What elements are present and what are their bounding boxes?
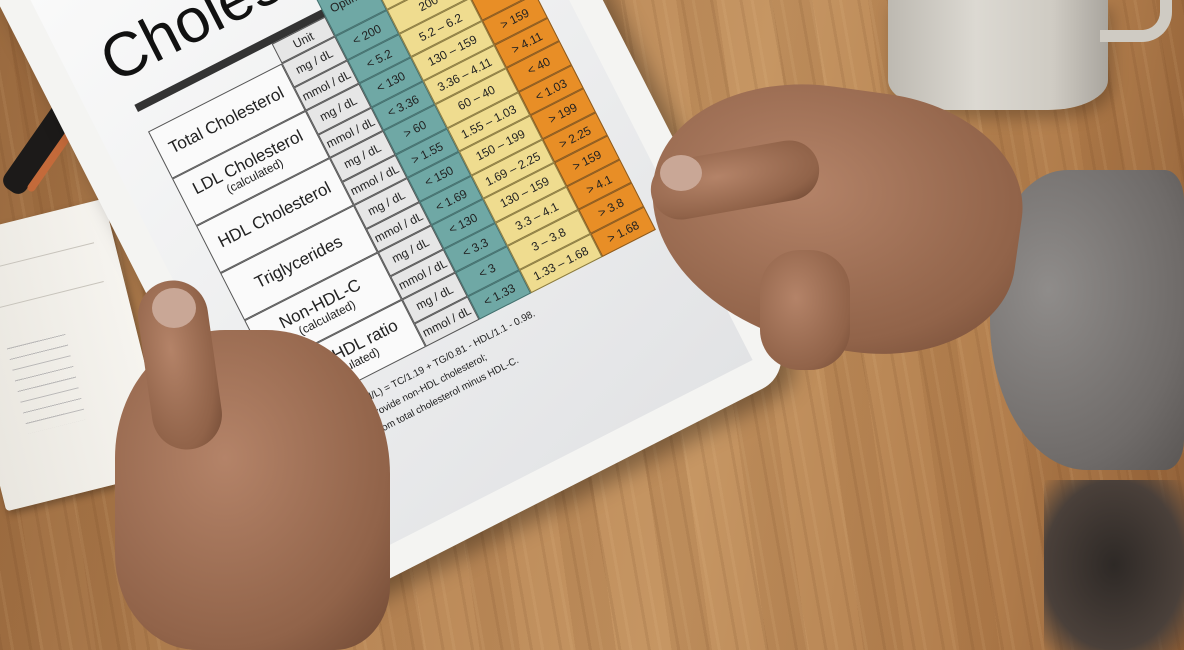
handwriting (6, 331, 87, 434)
coffee-mug (888, 0, 1108, 110)
thumbnail (152, 288, 196, 328)
thumbnail (660, 155, 702, 191)
sweater-sleeve (990, 170, 1184, 470)
shadow (1044, 480, 1184, 650)
right-fingers (760, 250, 850, 370)
mug-handle (1100, 0, 1172, 42)
